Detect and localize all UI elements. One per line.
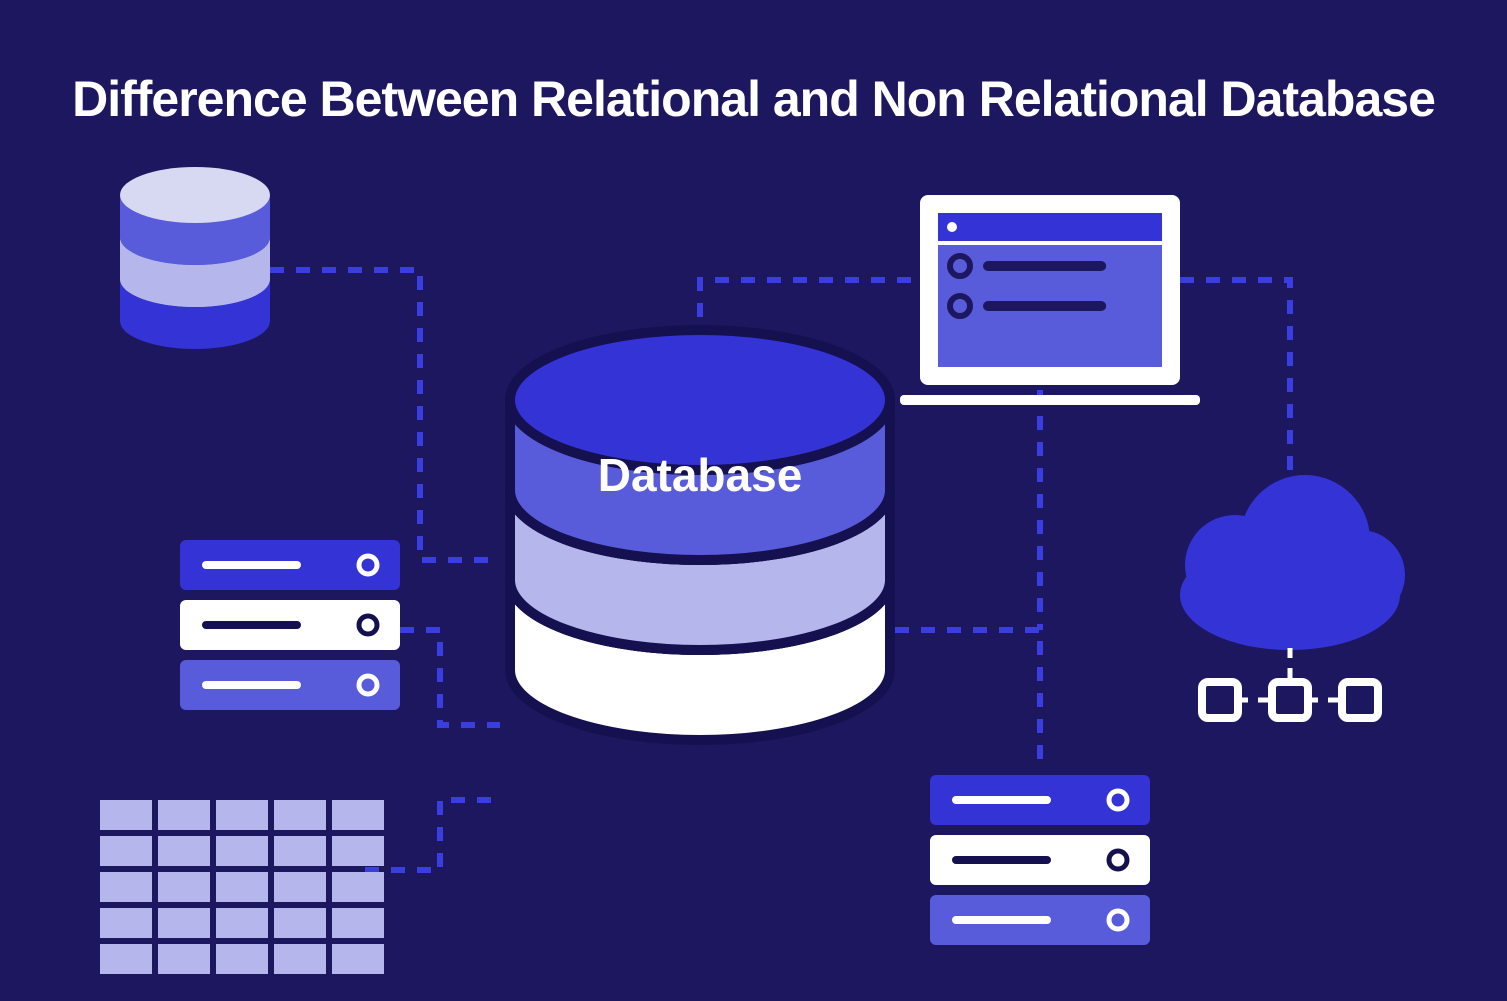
central-database-label: Database [550, 448, 850, 502]
diagram-canvas: Difference Between Relational and Non Re… [0, 0, 1507, 1001]
server-stack-right-icon [930, 775, 1150, 945]
laptop-icon [900, 195, 1200, 405]
server-stack-left-icon [180, 540, 400, 710]
small-database-icon [120, 167, 270, 349]
table-grid-icon [100, 800, 384, 974]
central-database-icon [510, 330, 890, 740]
page-title: Difference Between Relational and Non Re… [0, 70, 1507, 128]
